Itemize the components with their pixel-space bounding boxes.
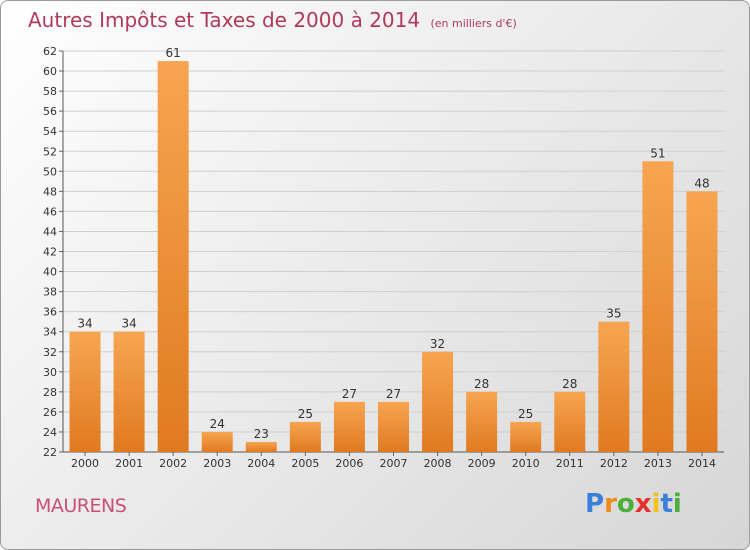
x-tick-label: 2010 [512,457,540,470]
bar-value-label: 35 [606,307,621,321]
bar [422,351,454,452]
bar-value-label: 27 [342,387,357,401]
bar-value-label: 61 [166,46,181,60]
x-tick-label: 2002 [159,457,187,470]
x-tick-label: 2005 [291,457,319,470]
bar [113,331,145,452]
y-tick-label: 60 [43,65,57,78]
logo-letter: t [660,489,673,519]
x-tick-label: 2007 [380,457,408,470]
bar [466,391,498,452]
bar [69,331,101,452]
y-tick-label: 26 [43,406,57,419]
y-tick-label: 44 [43,225,57,238]
bar-value-label: 32 [430,337,445,351]
bar [510,421,542,452]
x-tick-label: 2012 [600,457,628,470]
x-tick-label: 2003 [203,457,231,470]
bar-value-label: 28 [562,377,577,391]
y-tick-label: 58 [43,85,57,98]
logo-letter: x [634,489,652,519]
y-tick-label: 32 [43,346,57,359]
y-tick-label: 36 [43,306,57,319]
x-tick-label: 2004 [247,457,275,470]
bar [554,391,586,452]
commune-name: MAURENS [35,495,127,517]
chart-title: Autres Impôts et Taxes de 2000 à 2014 (e… [28,8,517,32]
y-tick-label: 48 [43,185,57,198]
y-tick-label: 34 [43,326,57,339]
logo-letter: r [604,489,617,519]
bar-value-label: 48 [694,176,709,190]
y-tick-label: 24 [43,426,57,439]
x-tick-label: 2014 [688,457,716,470]
logo-letter: o [616,489,635,519]
x-tick-label: 2013 [644,457,672,470]
logo-letter: P [585,489,605,519]
y-tick-label: 52 [43,145,57,158]
y-tick-label: 30 [43,366,57,379]
x-tick-label: 2000 [71,457,99,470]
x-tick-label: 2001 [115,457,143,470]
bar [686,191,718,452]
y-tick-label: 22 [43,446,57,459]
logo-letter: i [651,489,661,519]
bar [201,431,233,452]
bar [642,161,674,452]
bar [289,421,321,452]
y-tick-label: 38 [43,286,57,299]
y-tick-label: 40 [43,266,57,279]
y-tick-label: 54 [43,125,57,138]
bar-value-label: 25 [298,407,313,421]
bar-value-label: 34 [121,317,136,331]
bar-value-label: 25 [518,407,533,421]
bar-value-label: 23 [254,427,269,441]
y-tick-label: 62 [43,45,57,58]
bar [245,441,277,452]
bar [378,401,409,452]
x-tick-label: 2011 [556,457,584,470]
bar-value-label: 51 [650,146,665,160]
x-tick-label: 2008 [424,457,452,470]
y-tick-label: 56 [43,105,57,118]
chart-subtitle: (en milliers d'€) [430,17,517,30]
proxiti-logo: Proxiti [585,489,682,519]
bar-value-label: 34 [77,317,92,331]
y-tick-label: 50 [43,165,57,178]
x-tick-label: 2009 [468,457,496,470]
y-tick-label: 28 [43,386,57,399]
chart-title-text: Autres Impôts et Taxes de 2000 à 2014 [28,8,421,32]
bar-value-label: 28 [474,377,489,391]
bar [333,401,365,452]
bar [157,61,189,453]
bar [598,321,630,452]
y-tick-label: 42 [43,246,57,259]
logo-letter: i [672,489,682,519]
y-tick-label: 46 [43,205,57,218]
bar-value-label: 27 [386,387,401,401]
x-tick-label: 2006 [335,457,363,470]
bar-value-label: 24 [210,417,225,431]
